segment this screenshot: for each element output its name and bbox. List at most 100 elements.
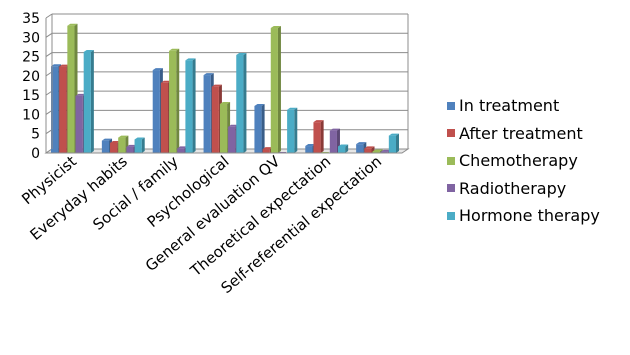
bar-top [372,149,383,152]
bar-side [345,144,349,153]
bar-top [329,128,340,131]
bar [337,144,349,153]
bar-top [305,144,316,147]
bar-top [51,64,62,67]
legend-item: In treatment [447,92,600,120]
gridline-connector [45,52,53,57]
bar-front [228,126,236,153]
bar-front [305,146,313,153]
bar-top [152,68,163,71]
gridline-connector [45,13,53,19]
bar-top [67,23,78,26]
bar-top [160,80,172,83]
bar-front [329,130,337,153]
bar [236,53,247,153]
bar [372,149,383,153]
bar-side [396,133,399,153]
bar-top [185,58,196,61]
bar-side [320,120,324,153]
legend-swatch [447,129,455,138]
legend: In treatment After treatment Chemotherap… [447,92,600,230]
y-tick-label: 0 [31,146,40,162]
bar-front [211,86,219,153]
y-tick-labels: 0 5 10 15 20 25 30 35 [22,11,40,162]
bar-front [356,144,364,153]
bar-side [294,107,298,153]
bar [287,107,298,153]
bar-side [141,137,145,153]
gridline-connector [45,32,53,38]
bar-front [262,149,270,153]
y-tick-label: 30 [22,30,40,46]
bar-front [388,135,396,153]
bar [169,48,180,153]
bar-front [118,137,126,153]
legend-item: Chemotherapy [447,147,600,175]
bar-front [134,139,142,153]
bar-front [372,151,380,153]
y-tick-label: 35 [22,11,40,27]
y-tick-label: 5 [31,127,40,143]
bar-side [176,48,180,153]
legend-label: In treatment [459,96,560,116]
bar-top [177,146,188,149]
legend-label: Hormone therapy [459,206,600,226]
bar-top [211,84,222,87]
bar-front [380,151,388,153]
bar-front [83,51,91,153]
bar-front [254,105,262,153]
bar-side [243,53,247,153]
bar-top [380,149,391,152]
bar-top [388,133,399,136]
bar [254,103,265,153]
bar [313,120,324,153]
bar [270,26,281,153]
bar-top [254,103,265,106]
bar-top [356,142,367,145]
bar-top [118,135,129,138]
bar-front [270,28,278,153]
bar-side [90,49,94,153]
legend-swatch [447,184,455,193]
bar-front [177,148,185,153]
bar-front [160,82,169,153]
legend-label: Chemotherapy [459,151,578,171]
bar-front [203,75,211,153]
y-tick-label: 10 [22,107,40,123]
bar-top [134,137,145,140]
bar-front [51,66,59,153]
bar-front [101,140,110,153]
bar-top [203,73,214,76]
bar-front [169,50,177,153]
bar-top [219,102,231,105]
bar [83,49,94,153]
bar-front [126,146,134,153]
legend-swatch [447,211,455,220]
bar-side [192,58,196,153]
bar-side [261,103,265,153]
bar-front [236,55,244,153]
legend-item: Radiotherapy [447,175,600,203]
bars [51,23,399,154]
legend-swatch [447,156,455,165]
bar [134,137,145,153]
bar-front [313,122,321,153]
bar-top [101,138,113,141]
bar-front [75,95,83,153]
bar-front [287,109,295,153]
legend-swatch [447,101,455,110]
bar [185,58,196,153]
bar-top [169,48,180,51]
bar-side [379,149,383,153]
bar-top [364,146,375,149]
bar-top [59,64,70,67]
bar-top [236,53,247,56]
y-tick-label: 15 [22,88,40,104]
bar-top [110,140,121,143]
axes [45,14,409,154]
bar-front [364,148,372,153]
bar-top [126,144,137,147]
legend-label: After treatment [459,123,583,143]
